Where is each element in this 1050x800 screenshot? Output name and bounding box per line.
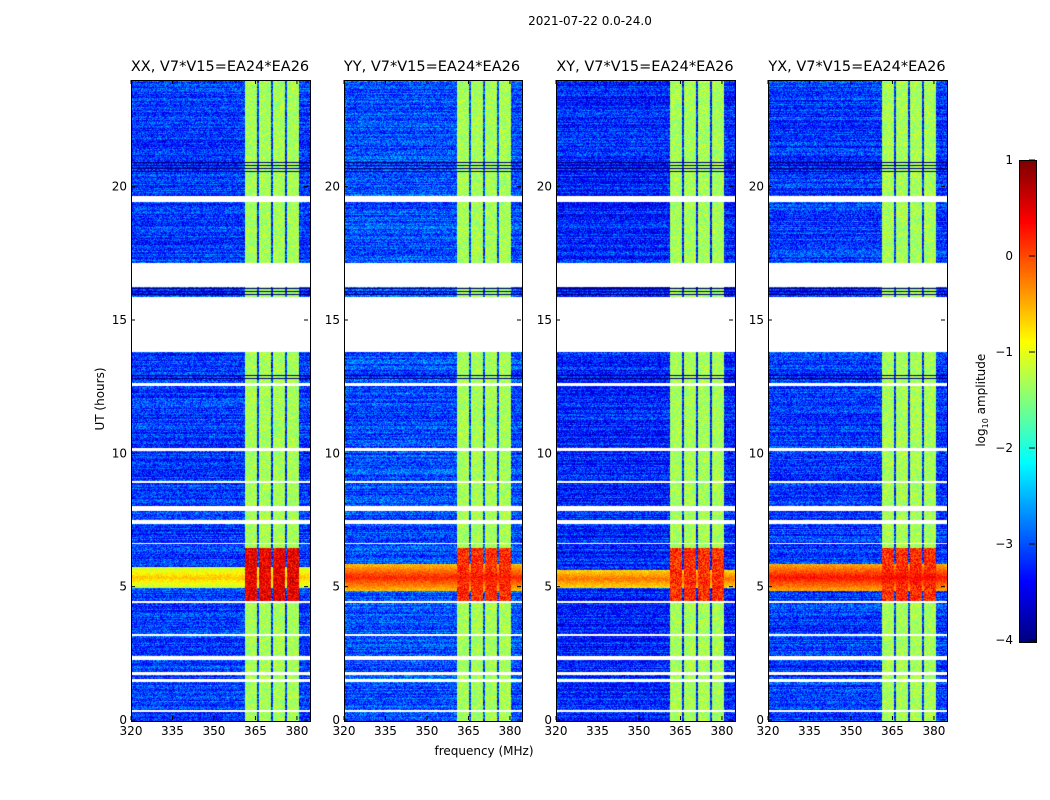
x-tick-label: 380 <box>285 724 308 738</box>
colorbar-tick-label: −4 <box>995 633 1013 647</box>
y-tick-label: 15 <box>537 313 552 327</box>
x-tick-label: 335 <box>586 724 609 738</box>
y-tick-label: 10 <box>325 446 340 460</box>
y-tick-label: 10 <box>537 446 552 460</box>
heatmap-xy <box>556 80 736 722</box>
x-tick-label: 320 <box>757 724 780 738</box>
panel-title-xy: XY, V7*V15=EA24*EA26 <box>556 59 734 75</box>
colorbar-tick-label: −3 <box>995 537 1013 551</box>
y-tick-label: 15 <box>749 313 764 327</box>
heatmap-yx <box>768 80 948 722</box>
y-tick-label: 0 <box>544 713 552 727</box>
colorbar-tick-label: 0 <box>1005 249 1013 263</box>
x-tick-label: 320 <box>120 724 143 738</box>
x-tick-label: 320 <box>545 724 568 738</box>
x-tick-label: 335 <box>374 724 397 738</box>
x-tick-label: 320 <box>333 724 356 738</box>
y-tick-label: 15 <box>325 313 340 327</box>
heatmap-xx <box>131 80 311 722</box>
y-tick-label: 0 <box>119 713 127 727</box>
x-tick-label: 365 <box>669 724 692 738</box>
y-tick-label: 0 <box>756 713 764 727</box>
y-tick-label: 10 <box>749 446 764 460</box>
y-tick-label: 5 <box>756 580 764 594</box>
colorbar-tick-label: −2 <box>995 441 1013 455</box>
panel-title-yx: YX, V7*V15=EA24*EA26 <box>768 59 946 75</box>
figure-title: 2021-07-22 0.0-24.0 <box>528 14 652 28</box>
y-tick-label: 5 <box>544 580 552 594</box>
x-tick-label: 365 <box>881 724 904 738</box>
panel-title-yy: YY, V7*V15=EA24*EA26 <box>343 59 521 75</box>
y-tick-label: 5 <box>119 580 127 594</box>
x-tick-label: 380 <box>710 724 733 738</box>
x-tick-label: 335 <box>161 724 184 738</box>
y-tick-label: 5 <box>332 580 340 594</box>
x-tick-label: 350 <box>416 724 439 738</box>
x-tick-label: 350 <box>840 724 863 738</box>
y-tick-label: 0 <box>332 713 340 727</box>
colorbar-tick-label: 1 <box>1005 153 1013 167</box>
y-tick-label: 20 <box>749 180 764 194</box>
colorbar-tick-label: −1 <box>995 345 1013 359</box>
heatmap-yy <box>344 80 523 722</box>
x-tick-label: 365 <box>244 724 267 738</box>
x-tick-label: 380 <box>498 724 521 738</box>
x-tick-label: 365 <box>457 724 480 738</box>
x-tick-label: 380 <box>922 724 945 738</box>
x-tick-label: 350 <box>628 724 651 738</box>
panel-title-xx: XX, V7*V15=EA24*EA26 <box>130 59 310 75</box>
y-tick-label: 20 <box>537 180 552 194</box>
y-tick-label: 20 <box>112 180 127 194</box>
colorbar <box>1019 160 1037 643</box>
x-tick-label: 335 <box>798 724 821 738</box>
x-tick-label: 350 <box>203 724 226 738</box>
y-tick-label: 15 <box>112 313 127 327</box>
x-axis-label: frequency (MHz) <box>434 744 534 758</box>
y-tick-label: 20 <box>325 180 340 194</box>
y-tick-label: 10 <box>112 446 127 460</box>
